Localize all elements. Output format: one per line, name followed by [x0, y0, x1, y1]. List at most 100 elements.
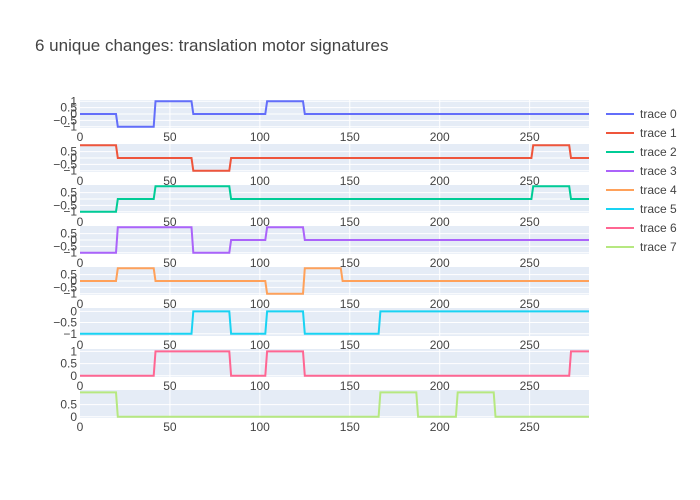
x-tick-label: 0: [77, 420, 84, 434]
y-tick-label: −1: [63, 205, 77, 219]
x-tick-label: 200: [430, 420, 450, 434]
series-line-4: [80, 267, 589, 295]
x-tick-label: 0: [77, 338, 84, 352]
x-tick-label: 200: [430, 215, 450, 229]
x-tick-label: 100: [250, 379, 270, 393]
x-tick-label: 0: [77, 297, 84, 311]
chart-title: 6 unique changes: translation motor sign…: [35, 36, 388, 55]
legend-label: trace 3: [640, 164, 677, 178]
legend-item-1[interactable]: trace 1: [606, 126, 677, 140]
subplot-7: 0 50 100 150 200 250 0.50: [60, 390, 589, 434]
x-tick-label: 0: [77, 130, 84, 144]
x-tick-label: 250: [520, 338, 540, 352]
legend-label: trace 1: [640, 126, 677, 140]
x-tick-label: 150: [340, 379, 360, 393]
y-tick-label: 0: [70, 410, 77, 424]
y-tick-label: 0: [70, 151, 77, 165]
x-tick-label: 0: [77, 379, 84, 393]
x-tick-label: 0: [77, 174, 84, 188]
x-tick-label: 0: [77, 215, 84, 229]
y-tick-label: −0.5: [53, 198, 77, 212]
legend-label: trace 0: [640, 107, 677, 121]
legend-label: trace 5: [640, 202, 677, 216]
y-tick-label: 0.5: [60, 145, 77, 159]
y-tick-label: 0: [70, 107, 77, 121]
legend-item-4[interactable]: trace 4: [606, 183, 677, 197]
legend-item-7[interactable]: trace 7: [606, 240, 677, 254]
y-tick-label: 1: [70, 94, 77, 108]
x-tick-label: 50: [163, 256, 177, 270]
y-tick-label: 1: [70, 344, 77, 358]
x-tick-label: 100: [250, 256, 270, 270]
x-tick-label: 200: [430, 174, 450, 188]
x-tick-label: 150: [340, 256, 360, 270]
x-tick-label: 0: [77, 256, 84, 270]
x-tick-label: 100: [250, 338, 270, 352]
series-line-3: [80, 226, 589, 254]
y-tick-label: 0.5: [60, 398, 77, 412]
x-tick-label: 200: [430, 130, 450, 144]
legend-item-2[interactable]: trace 2: [606, 145, 677, 159]
x-tick-label: 250: [520, 215, 540, 229]
plot-background: [80, 349, 589, 377]
subplot-6: 0 50 100 150 200 250 10.50: [60, 344, 589, 393]
subplot-5: 0 50 100 150 200 250 0−0.5−1: [53, 304, 589, 352]
x-tick-label: 200: [430, 338, 450, 352]
legend-item-0[interactable]: trace 0: [606, 107, 677, 121]
y-tick-label: −1: [63, 327, 77, 341]
y-tick-label: 0: [70, 192, 77, 206]
y-tick-label: 0.5: [60, 357, 77, 371]
x-tick-label: 50: [163, 174, 177, 188]
y-tick-label: 0.5: [60, 268, 77, 282]
legend-item-3[interactable]: trace 3: [606, 164, 677, 178]
x-tick-label: 50: [163, 297, 177, 311]
series-line-1: [80, 144, 589, 172]
y-tick-label: 0: [70, 233, 77, 247]
series-line-5: [80, 310, 589, 335]
legend-label: trace 2: [640, 145, 677, 159]
x-tick-label: 100: [250, 297, 270, 311]
x-tick-label: 50: [163, 379, 177, 393]
legend-label: trace 4: [640, 183, 677, 197]
y-tick-label: −0.5: [53, 113, 77, 127]
y-tick-label: −1: [63, 287, 77, 301]
x-tick-label: 200: [430, 297, 450, 311]
legend-item-6[interactable]: trace 6: [606, 221, 677, 235]
y-tick-label: −1: [63, 246, 77, 260]
x-tick-label: 250: [520, 379, 540, 393]
x-tick-label: 150: [340, 297, 360, 311]
y-tick-label: 0: [70, 369, 77, 383]
y-tick-label: 0: [70, 274, 77, 288]
x-tick-label: 50: [163, 420, 177, 434]
y-tick-label: 0: [70, 304, 77, 318]
x-tick-label: 100: [250, 215, 270, 229]
x-tick-label: 150: [340, 130, 360, 144]
y-tick-label: −0.5: [53, 280, 77, 294]
x-tick-label: 50: [163, 215, 177, 229]
series-line-2: [80, 185, 589, 213]
plot-background: [80, 308, 589, 336]
x-tick-label: 250: [520, 297, 540, 311]
x-tick-label: 100: [250, 420, 270, 434]
legend-item-5[interactable]: trace 5: [606, 202, 677, 216]
x-tick-label: 150: [340, 338, 360, 352]
y-tick-label: −0.5: [53, 239, 77, 253]
legend[interactable]: trace 0 trace 1 trace 2 trace 3 trace 4 trace…: [606, 107, 677, 254]
y-tick-label: 0.5: [60, 101, 77, 115]
y-tick-label: −1: [63, 164, 77, 178]
x-tick-label: 100: [250, 174, 270, 188]
y-tick-label: −0.5: [53, 157, 77, 171]
series-line-6: [80, 350, 589, 377]
x-tick-label: 150: [340, 174, 360, 188]
x-tick-label: 250: [520, 256, 540, 270]
y-tick-label: 0.5: [60, 186, 77, 200]
legend-label: trace 6: [640, 221, 677, 235]
x-tick-label: 50: [163, 130, 177, 144]
x-tick-label: 150: [340, 420, 360, 434]
